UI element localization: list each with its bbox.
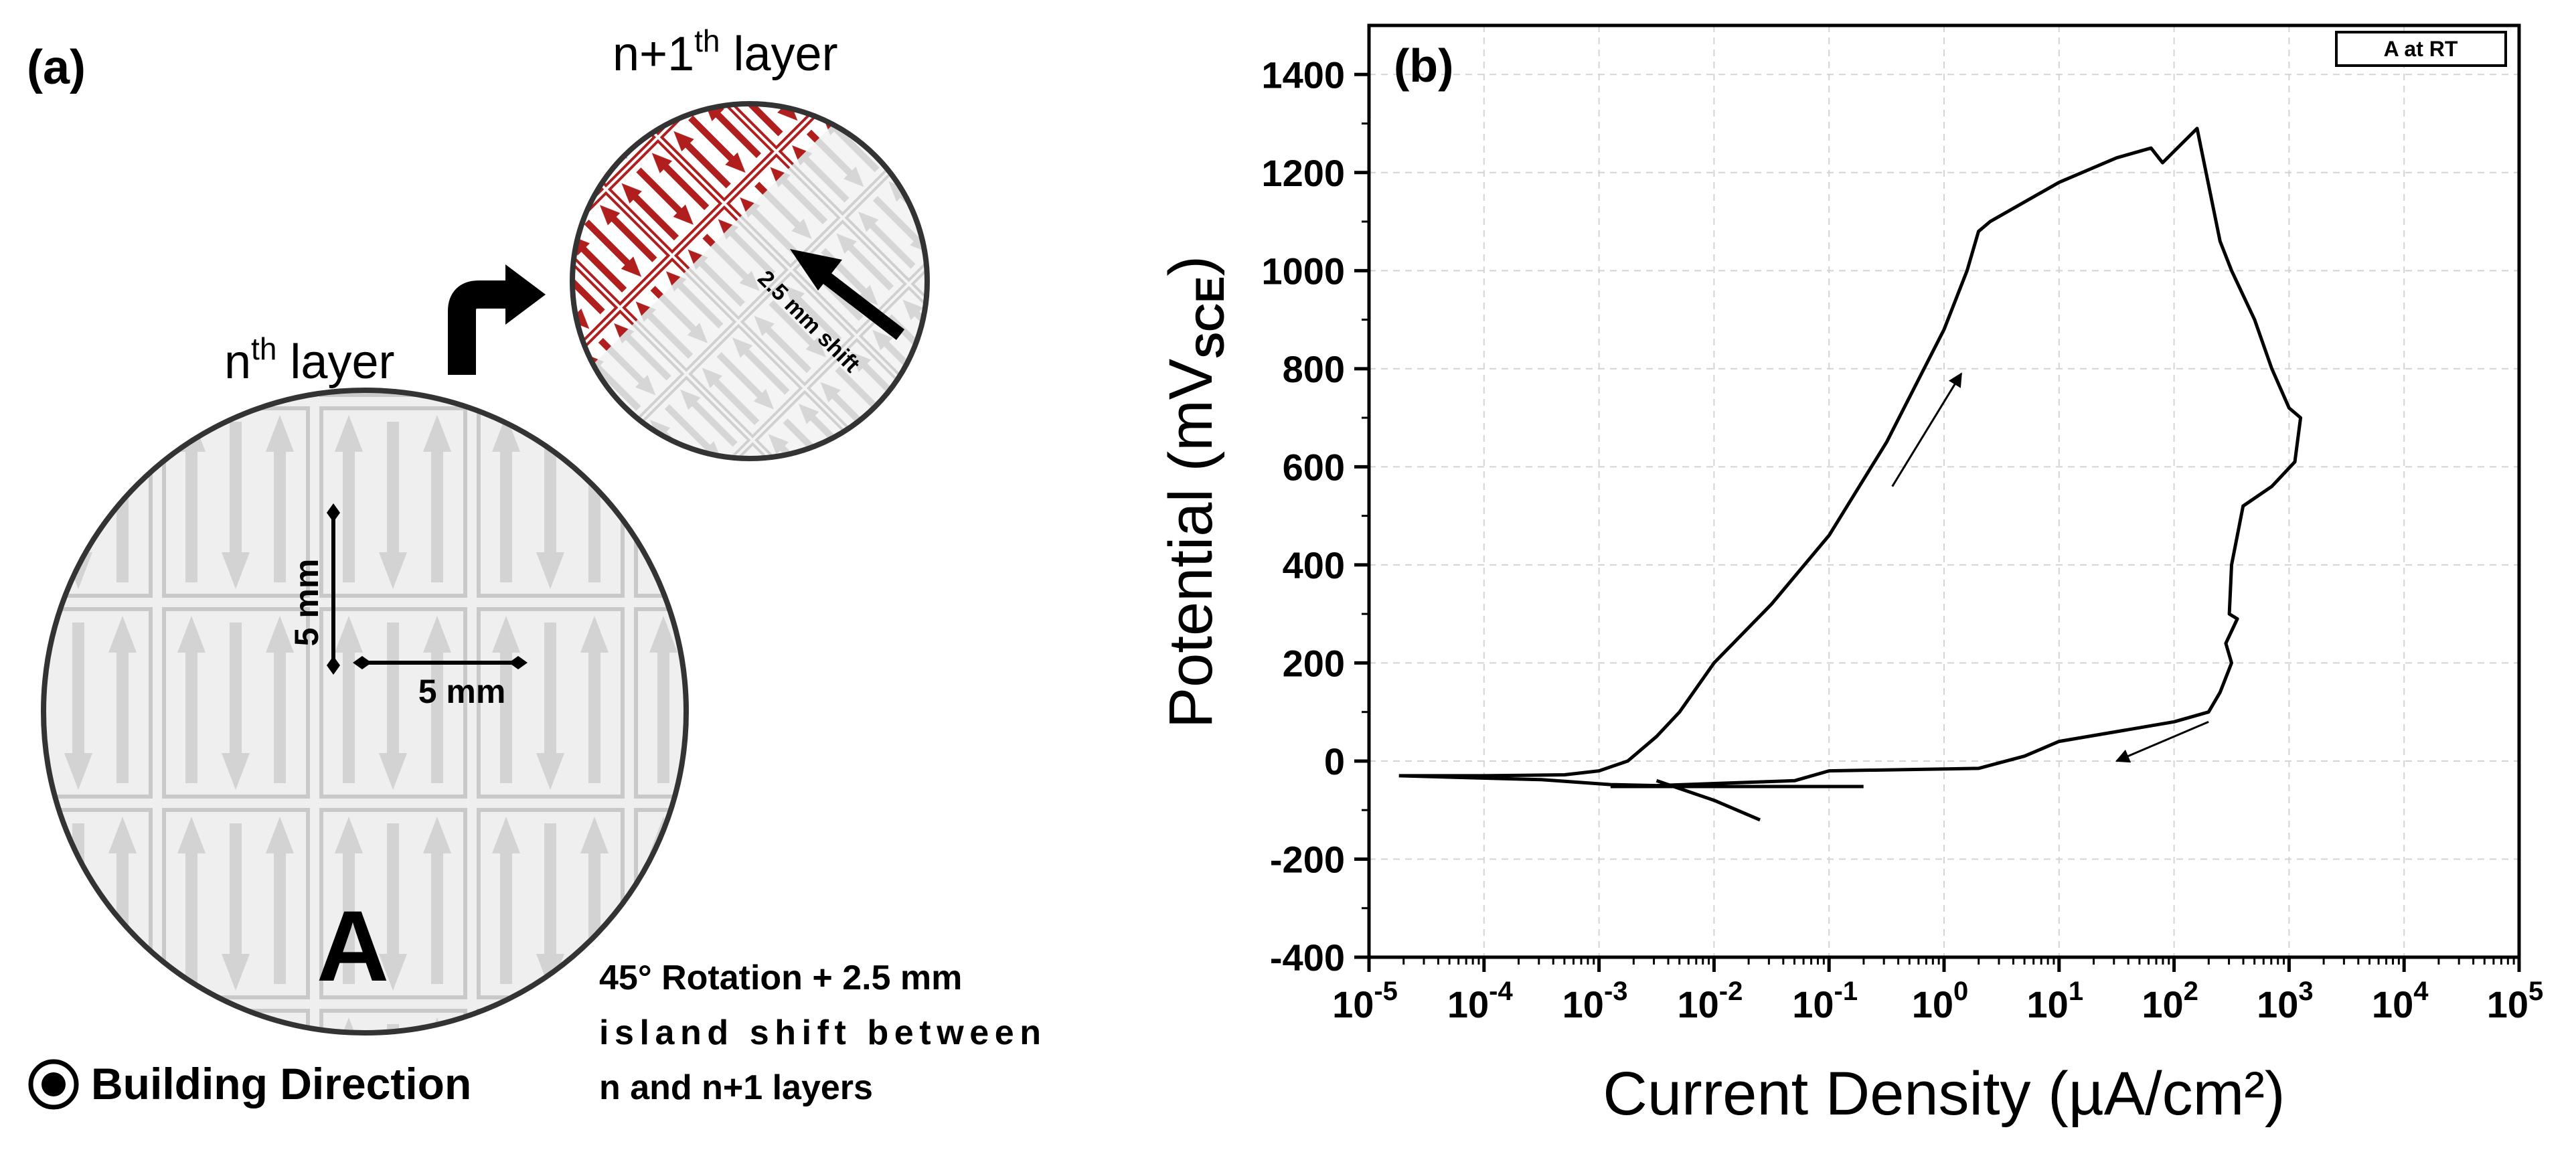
scan-arrow-reverse-scan <box>2115 720 2209 763</box>
x-tick-label: 10-2 <box>1677 977 1743 1025</box>
series-layer <box>1398 127 2303 822</box>
y-axis-title: Potential (mVSCE) <box>1157 256 1232 728</box>
x-tick-labels: 10-5 10-4 10-3 10-2 10-1 100 101 102 103 104 105 <box>1332 977 2543 1025</box>
x-tick-label: 100 <box>1912 977 1969 1025</box>
building-direction-icon <box>28 1059 79 1110</box>
legend-label: A at RT <box>2384 37 2458 61</box>
caption-line-3: n and n+1 layers <box>599 1068 873 1107</box>
y-tick-label: 400 <box>1283 544 1345 586</box>
vertical-dimension <box>327 503 340 675</box>
dim-horizontal-label: 5 mm <box>418 673 506 710</box>
x-axis-title: Current Density (µA/cm²) <box>1603 1060 2285 1128</box>
nth-layer-label: nth layer <box>224 331 394 389</box>
caption-line-1: 45° Rotation + 2.5 mm <box>599 959 962 997</box>
axis-ticks <box>1354 72 2521 972</box>
x-tick-label: 103 <box>2257 977 2314 1025</box>
scan-arrow-forward-scan <box>1891 372 1963 487</box>
y-tick-label: 0 <box>1324 740 1345 782</box>
x-tick-label: 10-1 <box>1792 977 1858 1025</box>
y-tick-label: 200 <box>1283 642 1345 684</box>
series-line-0 <box>1398 127 2303 788</box>
y-tick-labels: -400 -200 0 200 400 600 800 1000 1200 1400 <box>1261 54 1345 979</box>
y-tick-label: -200 <box>1270 838 1345 880</box>
shift-arrow-icon <box>790 249 905 340</box>
y-tick-label: 1000 <box>1261 250 1345 292</box>
x-tick-label: 102 <box>2142 977 2198 1025</box>
plot-frame <box>1367 23 2521 959</box>
x-tick-label: 105 <box>2487 977 2544 1025</box>
panel-b: 10-5 10-4 10-3 10-2 10-1 100 101 102 103 104 105 -… <box>1157 23 2543 1128</box>
y-tick-label: 1400 <box>1261 54 1345 96</box>
legend: A at RT <box>2335 31 2507 67</box>
horizontal-dimension <box>353 656 528 669</box>
y-tick-label: 600 <box>1283 446 1345 488</box>
building-direction-label: Building Direction <box>91 1059 471 1108</box>
panel-a-label: (a) <box>27 41 86 94</box>
caption-line-2: island shift between <box>599 1013 1041 1052</box>
n1-layer-label: n+1th layer <box>613 23 838 81</box>
x-tick-label: 10-5 <box>1332 977 1398 1025</box>
dim-vertical-label: 5 mm <box>288 559 325 647</box>
n1-layer-disc: 2.5 mm shift <box>570 101 930 461</box>
panel-b-label: (b) <box>1394 39 1453 92</box>
x-tick-label: 10-3 <box>1562 977 1628 1025</box>
sample-letter: A <box>317 890 389 1002</box>
grid <box>1369 25 2519 957</box>
x-tick-label: 10-4 <box>1447 977 1514 1025</box>
x-tick-label: 104 <box>2372 977 2429 1025</box>
panel-a: (a) n+1th layer nth layer 2.5 mm shift <box>27 23 1041 1110</box>
y-tick-label: 800 <box>1283 348 1345 390</box>
y-tick-label: -400 <box>1270 936 1345 979</box>
scan-direction-arrows <box>1891 372 2209 763</box>
x-tick-label: 101 <box>2027 977 2084 1025</box>
panel-a-caption: 45° Rotation + 2.5 mm island shift betwe… <box>599 959 1041 1107</box>
y-tick-label: 1200 <box>1261 152 1345 194</box>
layer-transition-arrow-icon <box>448 264 546 375</box>
nth-layer-disc: 5 mm 5 mm A <box>41 388 689 1036</box>
